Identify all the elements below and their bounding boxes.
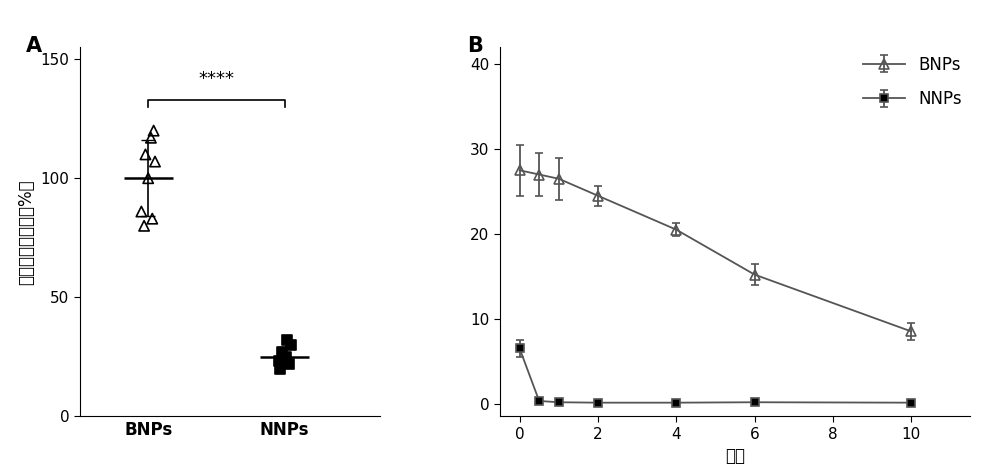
Point bbox=[147, 158, 163, 166]
Point bbox=[146, 127, 162, 134]
Point bbox=[271, 358, 287, 365]
Point bbox=[278, 353, 294, 360]
X-axis label: 时间: 时间 bbox=[725, 447, 745, 465]
Point bbox=[137, 150, 153, 158]
Point bbox=[136, 222, 152, 229]
Point bbox=[133, 208, 149, 215]
Text: B: B bbox=[467, 36, 483, 56]
Y-axis label: 荧光强度百分比（%）: 荧光强度百分比（%） bbox=[17, 179, 35, 285]
Point bbox=[274, 348, 290, 356]
Point bbox=[143, 134, 159, 141]
Text: A: A bbox=[26, 36, 42, 56]
Point bbox=[281, 360, 297, 368]
Point bbox=[279, 336, 295, 344]
Point bbox=[272, 365, 288, 372]
Point bbox=[144, 215, 160, 222]
Text: ****: **** bbox=[198, 70, 234, 88]
Legend: BNPs, NNPs: BNPs, NNPs bbox=[863, 56, 962, 108]
Point bbox=[283, 341, 299, 349]
Point bbox=[140, 175, 156, 182]
